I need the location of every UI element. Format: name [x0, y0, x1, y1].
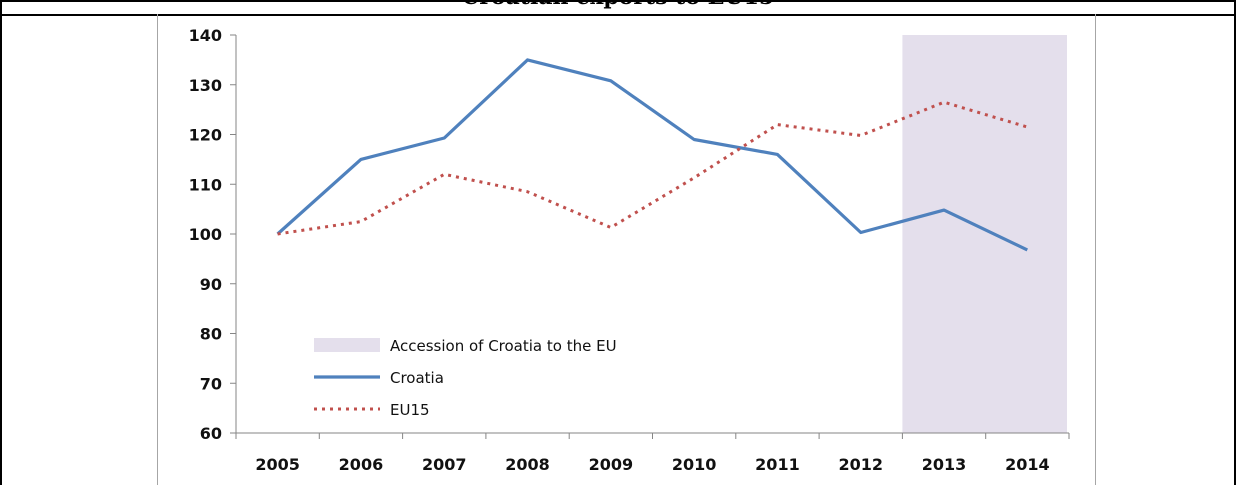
x-tick-label: 2013 — [922, 455, 967, 474]
accession-shaded-region — [902, 35, 1067, 433]
plot-background — [902, 35, 1067, 433]
x-tick-label: 2006 — [339, 455, 384, 474]
frame-top-border — [0, 0, 1236, 2]
y-tick-label: 60 — [200, 424, 222, 443]
y-tick-label: 110 — [189, 175, 222, 194]
chart-legend: Accession of Croatia to the EU Croatia EU1… — [314, 337, 617, 419]
x-tick-label: 2008 — [505, 455, 550, 474]
x-tick-label: 2014 — [1005, 455, 1050, 474]
x-tick-label: 2005 — [255, 455, 300, 474]
legend-label-croatia: Croatia — [390, 369, 444, 387]
series-layer — [276, 58, 1028, 252]
y-tick-label: 80 — [200, 325, 222, 344]
y-tick-label: 140 — [189, 26, 222, 45]
y-tick-label: 130 — [189, 76, 222, 95]
x-tick-label: 2012 — [838, 455, 883, 474]
frame-right-border — [1234, 0, 1236, 485]
chart-axes: 60 70 80 90 100 110 120 130 140 2005 2006 2007 2008 2… — [189, 26, 1070, 474]
x-tick-label: 2011 — [755, 455, 800, 474]
series-line-eu15 — [277, 100, 1028, 236]
x-tick-label: 2007 — [422, 455, 467, 474]
title-rule — [0, 14, 1236, 16]
y-tick-label: 90 — [200, 275, 222, 294]
legend-label-accession: Accession of Croatia to the EU — [390, 337, 617, 355]
y-tick-label: 120 — [189, 126, 222, 145]
series-line-croatia — [276, 58, 1028, 252]
x-tick-label: 2009 — [589, 455, 634, 474]
chart-title: Croatian exports to EU15 — [0, 0, 1236, 10]
y-tick-label: 70 — [200, 374, 222, 393]
legend-label-eu15: EU15 — [390, 401, 430, 419]
chart-frame — [157, 14, 1096, 485]
x-tick-label: 2010 — [672, 455, 717, 474]
legend-swatch-accession — [314, 338, 380, 352]
y-tick-label: 100 — [189, 225, 222, 244]
frame-left-border — [0, 0, 2, 485]
